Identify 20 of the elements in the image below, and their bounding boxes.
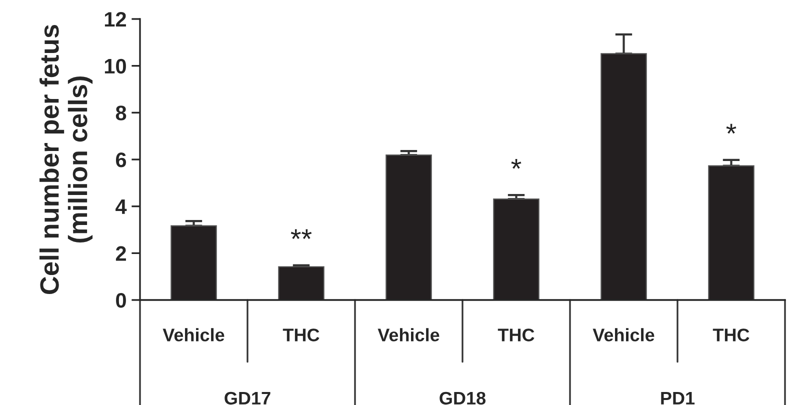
y-axis-title: Cell number per fetus (million cells) [40, 24, 93, 294]
y-tick-label: 10 [104, 58, 126, 74]
y-tick-label: 0 [116, 293, 126, 308]
text: PD1 [661, 392, 695, 404]
text: GD18 [440, 392, 486, 405]
data-label: ** [290, 229, 312, 239]
x-tick-label: Vehicle [162, 328, 224, 342]
x-tick-label: THC [712, 328, 750, 342]
data-label: * [726, 124, 736, 134]
x-tick-label: THC [498, 328, 534, 342]
data-label: * [511, 158, 522, 169]
y-tick-label: 8 [116, 106, 126, 120]
y-tick-label: 12 [104, 12, 126, 27]
text: GD17 [224, 392, 270, 405]
x-tick-label: Vehicle [592, 328, 654, 342]
y-tick-label: 4 [116, 200, 127, 214]
x-tick-label: THC [282, 328, 320, 342]
y-tick-label: 2 [116, 246, 126, 261]
x-tick-label: Vehicle [378, 328, 440, 342]
y-tick-label: 6 [116, 152, 126, 168]
